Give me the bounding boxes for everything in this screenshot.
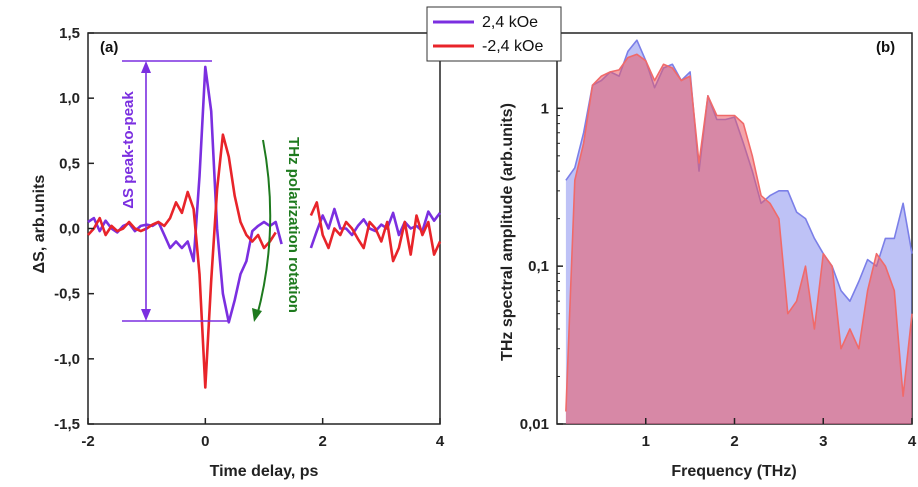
panel-a-x-tick-label: 4 xyxy=(436,433,445,450)
panel-b-series xyxy=(565,39,913,425)
legend-label-negative: -2,4 kOe xyxy=(482,38,543,55)
panel-b-x-tick-label: 4 xyxy=(908,433,917,450)
panel-a-x-tick-label: 2 xyxy=(318,433,326,450)
panel-a-series xyxy=(87,65,442,389)
panel-a-y-tick-label: 0,0 xyxy=(59,221,80,238)
rotation-arrow xyxy=(256,139,272,317)
panel-a-label: (a) xyxy=(100,39,118,56)
legend-label-positive: 2,4 kOe xyxy=(482,14,538,31)
panel-a-y-tick-label: -1,0 xyxy=(54,351,80,368)
rotation-arrow-head-icon xyxy=(252,308,262,322)
arrow-head-up-icon xyxy=(141,61,151,73)
spectrum-line-1 xyxy=(565,53,913,412)
panel-a-x-tick-label: 0 xyxy=(201,433,209,450)
panel-b-label: (b) xyxy=(876,39,895,56)
rotation-annotation: THz polarization rotation xyxy=(285,137,302,313)
panel-b-x-tick-label: 2 xyxy=(730,433,738,450)
panel-b-y-tick-label: 0,1 xyxy=(528,258,549,275)
panel-a-y-tick-label: -0,5 xyxy=(54,286,80,303)
panel-b-x-tick-label: 3 xyxy=(819,433,827,450)
panel-a-y-ticks: 1,5 1,0 0,5 0,0 -0,5 -1,0 -1,5 xyxy=(54,25,94,433)
legend-box xyxy=(426,6,562,62)
panel-b-y-tick-label: 0,01 xyxy=(520,416,549,433)
panel-b-x-axis-label: Frequency (THz) xyxy=(671,463,796,480)
panel-b: 1 2 3 4 1 0,1 0,01 (b) Frequency (THz) THz sp… xyxy=(499,32,917,480)
panel-a-y-tick-label: 1,5 xyxy=(59,25,80,42)
panel-a-x-ticks: -2 0 2 4 xyxy=(81,418,445,450)
panel-a-y-tick-label: -1,5 xyxy=(54,416,80,433)
panel-a: -2 0 2 4 1,5 1,0 0,5 0,0 -0,5 -1,0 -1,5 (a) Time … xyxy=(31,25,445,480)
panel-a-y-axis-label: ΔS, arb.units xyxy=(31,175,48,274)
series-line-a-3 xyxy=(309,201,442,263)
peak-to-peak-annotation: ΔS peak-to-peak xyxy=(120,91,137,209)
panel-a-x-tick-label: -2 xyxy=(81,433,94,450)
panel-a-y-tick-label: 0,5 xyxy=(59,155,80,172)
panel-b-y-axis-label: THz spectral amplitude (arb.units) xyxy=(499,103,516,361)
arrow-head-down-icon xyxy=(141,309,151,321)
panel-a-x-axis-label: Time delay, ps xyxy=(210,463,319,480)
legend: 2,4 kOe -2,4 kOe xyxy=(426,6,562,62)
panel-b-y-tick-label: 1 xyxy=(541,100,549,117)
panel-b-x-ticks: 1 2 3 4 xyxy=(642,418,917,450)
series-line-a-2 xyxy=(87,133,277,389)
spectrum-area-1 xyxy=(565,54,912,425)
panel-a-y-tick-label: 1,0 xyxy=(59,90,80,107)
panel-b-x-tick-label: 1 xyxy=(642,433,650,450)
